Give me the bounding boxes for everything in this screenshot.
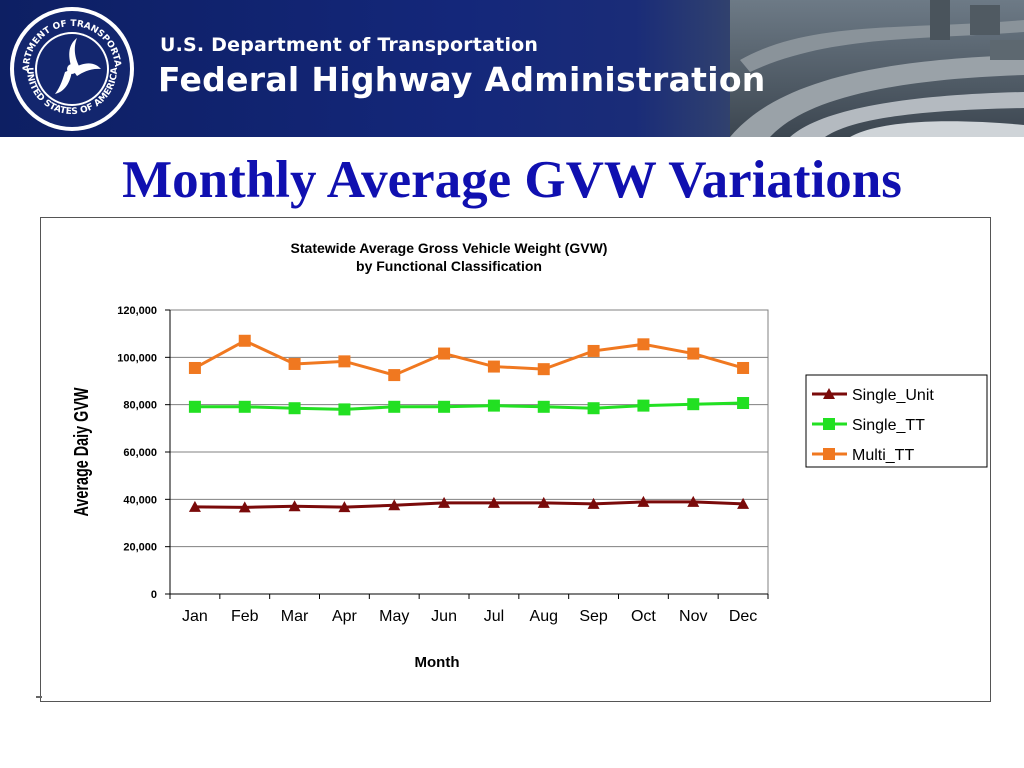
chart-title-line2: by Functional Classification [356,258,542,274]
data-point [487,360,500,373]
data-point [338,403,351,416]
data-point [188,400,201,413]
data-point [737,397,750,410]
series-multi-tt [188,334,750,382]
y-tick-label: 20,000 [123,542,157,554]
gvw-line-chart: Statewide Average Gross Vehicle Weight (… [70,240,988,671]
legend-label: Single_Unit [852,387,934,404]
data-point [587,497,600,509]
y-axis: 0 20,000 40,000 60,000 80,000 100,000 120,000 [117,305,171,601]
data-point [288,357,301,370]
legend-item: Single_Unit [812,387,934,404]
data-point [737,497,750,509]
legend-item: Single_TT [812,417,925,434]
data-point [288,500,301,512]
legend-marker [823,388,835,399]
x-tick-label: Jan [182,608,208,625]
data-point [388,369,401,382]
data-point [687,398,700,411]
data-point [338,355,351,368]
x-tick-label: May [379,608,409,625]
data-point [537,363,550,376]
data-point [238,400,251,413]
header-banner: DEPARTMENT OF TRANSPORTATION UNITED STAT… [0,0,1024,137]
chart-panel: Statewide Average Gross Vehicle Weight (… [40,217,991,702]
data-point [587,402,600,415]
y-tick-label: 0 [151,589,157,601]
data-point [737,361,750,374]
data-point [487,399,500,412]
data-point [438,400,451,413]
dot-seal-logo: DEPARTMENT OF TRANSPORTATION UNITED STAT… [9,6,134,131]
series-single-tt [188,397,750,416]
divider-mark [36,696,42,698]
chart-legend: Single_Unit Single_TT Multi_TT [805,374,988,468]
series-lines [188,334,750,513]
y-tick-label: 60,000 [123,447,157,459]
data-point [388,499,401,511]
data-point [438,496,451,508]
data-point [238,334,251,347]
series-line [194,500,744,509]
x-tick-label: Feb [231,608,259,625]
series-line [194,339,744,377]
department-name: U.S. Department of Transportation [160,34,539,56]
data-point [188,361,201,374]
x-tick-label: Jul [484,608,504,625]
data-point [288,402,301,415]
x-tick-label: Dec [729,608,757,625]
x-tick-label: Mar [281,608,309,625]
legend-box [805,374,988,468]
legend-item: Multi_TT [812,447,914,464]
y-tick-label: 40,000 [123,494,157,506]
y-tick-label: 120,000 [117,305,157,317]
data-point [637,338,650,351]
data-point [587,344,600,357]
slide-title: Monthly Average GVW Variations [122,151,902,209]
data-point [637,399,650,412]
highway-photo [730,0,1024,137]
x-tick-label: Sep [579,608,608,625]
data-point [537,400,550,413]
y-tick-label: 100,000 [117,352,157,364]
data-point [238,501,251,513]
y-tick-label: 80,000 [123,400,157,412]
x-axis-label: Month [415,654,460,671]
data-point [537,496,550,508]
series-single-unit [188,495,750,513]
legend-label: Single_TT [852,417,925,434]
x-tick-label: Nov [679,608,707,625]
y-axis-label: Average Daiy GVW [70,387,93,516]
chart-title-line1: Statewide Average Gross Vehicle Weight (… [291,240,608,256]
agency-name: Federal Highway Administration [158,60,766,99]
x-tick-label: Apr [332,608,358,625]
data-point [687,495,700,507]
x-tick-label: Aug [530,608,558,625]
x-tick-label: Oct [631,608,656,625]
legend-label: Multi_TT [852,447,914,464]
data-point [388,400,401,413]
x-axis: Jan Feb Mar Apr May Jun Jul Aug Sep Oct Nov Dec [169,593,769,625]
data-point [338,501,351,513]
data-point [487,496,500,508]
gridlines [170,356,768,548]
legend-marker [823,448,835,460]
data-point [188,500,201,512]
data-point [637,495,650,507]
data-point [687,347,700,360]
x-tick-label: Jun [431,608,457,625]
series-line [194,401,744,411]
legend-marker [823,418,835,430]
data-point [438,347,451,360]
